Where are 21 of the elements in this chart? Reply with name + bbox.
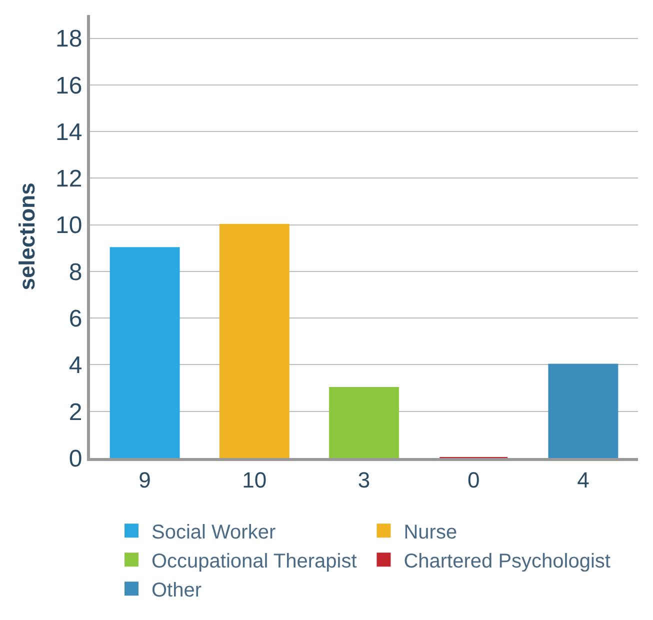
y-tick-label: 18 — [55, 26, 82, 53]
legend-label: Occupational Therapist — [152, 550, 358, 572]
data-label: 4 — [577, 467, 590, 492]
data-label: 0 — [467, 467, 480, 492]
legend-label: Other — [152, 579, 202, 602]
y-tick-label: 16 — [55, 72, 82, 100]
data-label: 9 — [138, 467, 151, 492]
legend-label: Nurse — [404, 521, 458, 544]
y-tick-label: 2 — [68, 398, 82, 426]
y-tick-label: 14 — [55, 118, 82, 146]
y-tick-label: 6 — [68, 306, 82, 333]
data-label: 3 — [358, 467, 370, 492]
y-tick-label: 0 — [68, 445, 82, 472]
y-tick-label: 8 — [68, 258, 82, 286]
y-tick-label: 4 — [68, 352, 82, 380]
y-tick-label: 12 — [55, 166, 82, 193]
legend-label: Chartered Psychologist — [404, 550, 611, 572]
legend-label: Social Worker — [152, 521, 276, 544]
y-axis-title: selections — [14, 182, 40, 290]
y-tick-label: 10 — [55, 212, 82, 240]
data-label: 10 — [242, 467, 267, 492]
